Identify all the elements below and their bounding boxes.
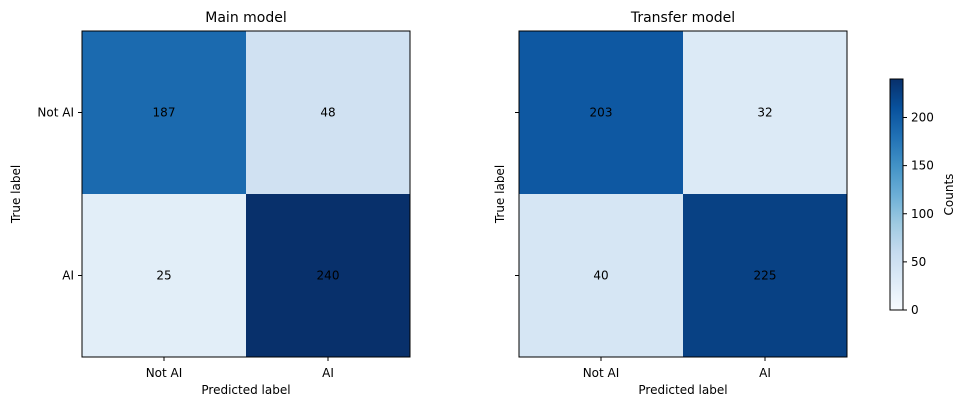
x-axis-label: Predicted label (201, 383, 290, 397)
cell-value-label: 203 (590, 106, 613, 120)
colorbar: 0 50 100 150 200 Counts (889, 78, 956, 317)
x-tick-label: AI (759, 366, 771, 380)
colorbar-tick-label: 200 (911, 111, 934, 125)
heatmap-panel-2: 203 32 40 225 Transfer model Not AI AI Predicte… (493, 10, 848, 397)
colorbar-gradient (890, 79, 903, 310)
heatmap-cell (246, 194, 411, 358)
panel-title: Main model (205, 10, 286, 26)
colorbar-tick-label: 100 (911, 207, 934, 221)
cell-value-label: 25 (156, 269, 171, 283)
x-axis-label: Predicted label (638, 383, 727, 397)
colorbar-tick-label: 0 (911, 303, 919, 317)
heatmap-cell (519, 31, 684, 195)
colorbar-label: Counts (942, 174, 956, 216)
heatmap-cell (683, 31, 848, 195)
heatmap-cell (82, 194, 247, 358)
x-tick-label: AI (322, 366, 334, 380)
cell-value-label: 32 (757, 106, 772, 120)
cell-value-label: 225 (754, 269, 777, 283)
heatmap-cell (82, 31, 247, 195)
colorbar-tick-label: 50 (911, 255, 926, 269)
cell-value-label: 48 (320, 106, 335, 120)
cell-value-label: 187 (153, 106, 176, 120)
y-tick-label: AI (62, 269, 74, 283)
heatmap-cell (683, 194, 848, 358)
x-tick-label: Not AI (583, 366, 620, 380)
colorbar-tick-label: 150 (911, 159, 934, 173)
y-tick-label: Not AI (37, 106, 74, 120)
plot-frame (81, 30, 411, 358)
heatmap-panel-1: 187 48 25 240 Main model Not AI AI Not AI AI Pred… (9, 10, 411, 397)
y-axis-label: True label (493, 165, 507, 224)
x-tick-label: Not AI (146, 366, 183, 380)
cell-value-label: 240 (317, 269, 340, 283)
panel-title: Transfer model (630, 10, 735, 26)
y-axis-label: True label (9, 165, 23, 224)
cell-value-label: 40 (593, 269, 608, 283)
heatmap-cell (246, 31, 411, 195)
heatmap-cell (519, 194, 684, 358)
colorbar-frame (889, 78, 904, 311)
plot-frame (518, 30, 848, 358)
